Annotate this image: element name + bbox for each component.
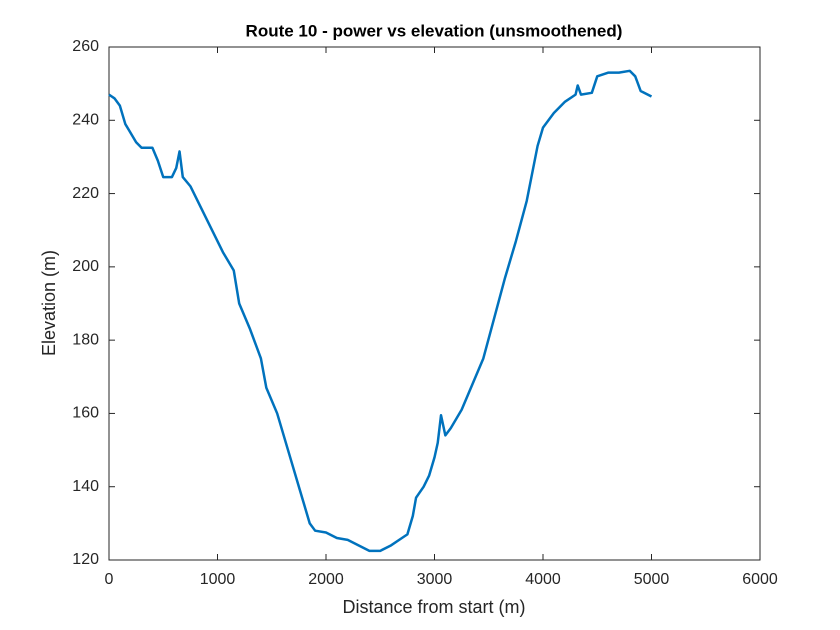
y-tick-label: 140: [72, 478, 99, 495]
y-tick-label: 220: [72, 185, 99, 202]
y-tick-label: 260: [72, 38, 99, 55]
x-tick-label: 6000: [742, 571, 778, 588]
x-tick-label: 2000: [308, 571, 344, 588]
y-tick-label: 180: [72, 331, 99, 348]
plot-area: [108, 46, 761, 561]
x-tick-label: 0: [105, 571, 114, 588]
elevation-line: [108, 69, 653, 553]
y-tick-label: 240: [72, 112, 99, 129]
chart-title: Route 10 - power vs elevation (unsmoothe…: [246, 21, 623, 40]
y-tick-label: 120: [72, 551, 99, 568]
x-axis-label: Distance from start (m): [342, 597, 525, 617]
x-tick-label: 5000: [634, 571, 670, 588]
x-tick-label: 3000: [417, 571, 453, 588]
y-axis-label: Elevation (m): [39, 250, 59, 356]
y-tick-label: 160: [72, 405, 99, 422]
x-tick-label: 4000: [525, 571, 561, 588]
x-tick-label: 1000: [200, 571, 236, 588]
y-tick-label: 200: [72, 258, 99, 275]
